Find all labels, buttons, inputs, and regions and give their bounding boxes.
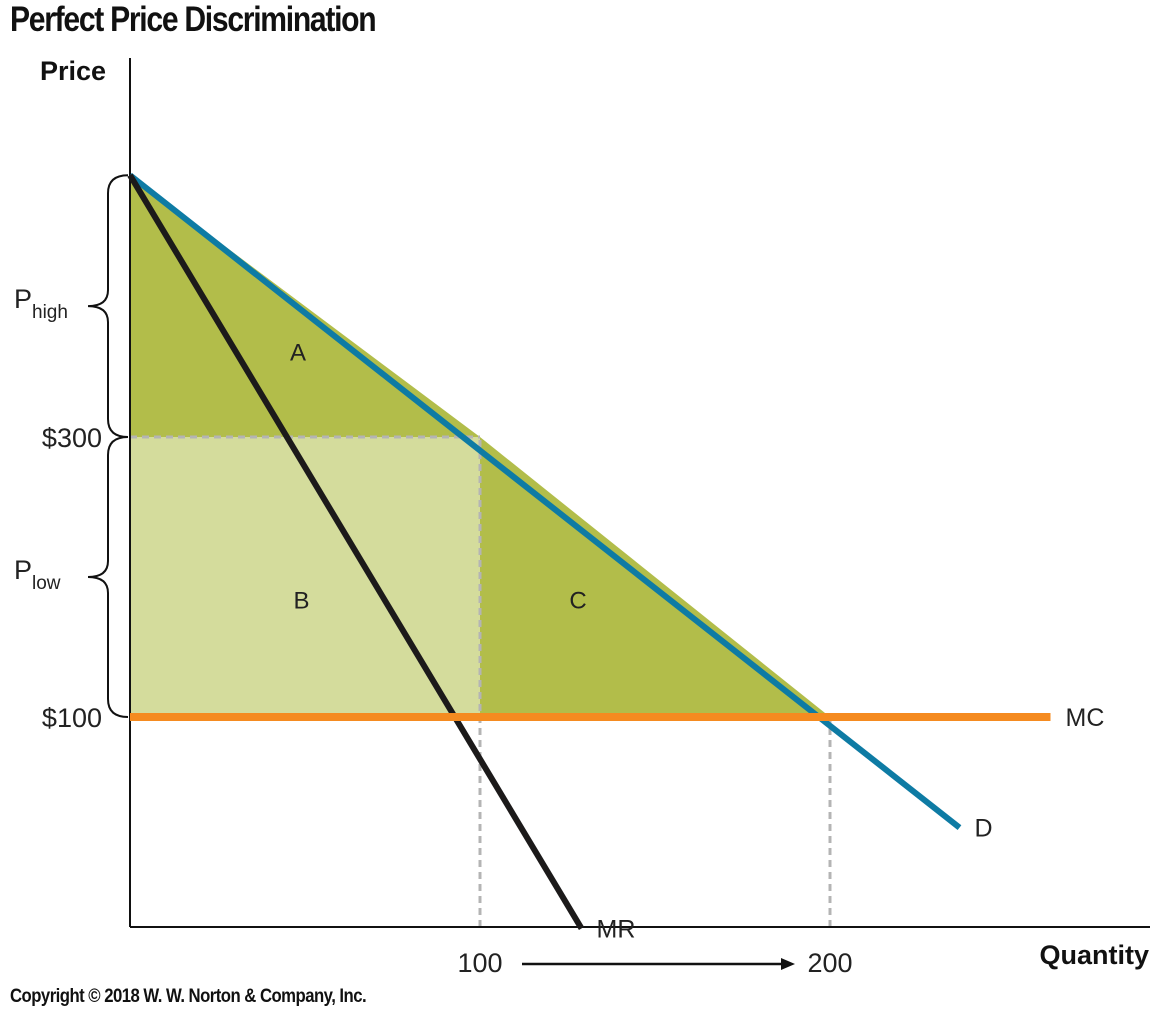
x-axis-label: Quantity <box>1039 940 1149 970</box>
series-label-mr: MR <box>597 915 636 943</box>
y-tick-label-100: $100 <box>42 703 102 733</box>
chart-title: Perfect Price Discrimination <box>10 0 377 39</box>
region-label-c: C <box>569 588 586 615</box>
region-c <box>480 437 830 717</box>
reference-lines-layer <box>130 435 832 927</box>
series-line-mr <box>127 173 585 930</box>
x-tick-label-200: 200 <box>807 948 852 978</box>
y-tick-label-300: $300 <box>42 423 102 453</box>
labels-layer: A B C Price Quantity 100 200 $300 $100 D MR MC Phigh… <box>14 56 1149 978</box>
brace-label-high: Phigh <box>14 284 68 323</box>
series-label-mc: MC <box>1066 704 1105 732</box>
y-axis-label: Price <box>40 56 106 86</box>
brace-low <box>87 436 129 718</box>
axes-layer <box>87 58 1150 928</box>
series-label-d: D <box>975 815 993 843</box>
series-layer <box>127 172 1051 970</box>
brace-high <box>87 174 129 438</box>
copyright-notice: Copyright © 2018 W. W. Norton & Company,… <box>10 986 367 1007</box>
region-label-a: A <box>290 340 306 367</box>
x-tick-label-100: 100 <box>457 948 502 978</box>
quantity-arrow-head <box>781 958 795 970</box>
brace-label-low: Plow <box>14 555 61 594</box>
region-b <box>130 437 480 717</box>
region-label-b: B <box>293 588 309 615</box>
